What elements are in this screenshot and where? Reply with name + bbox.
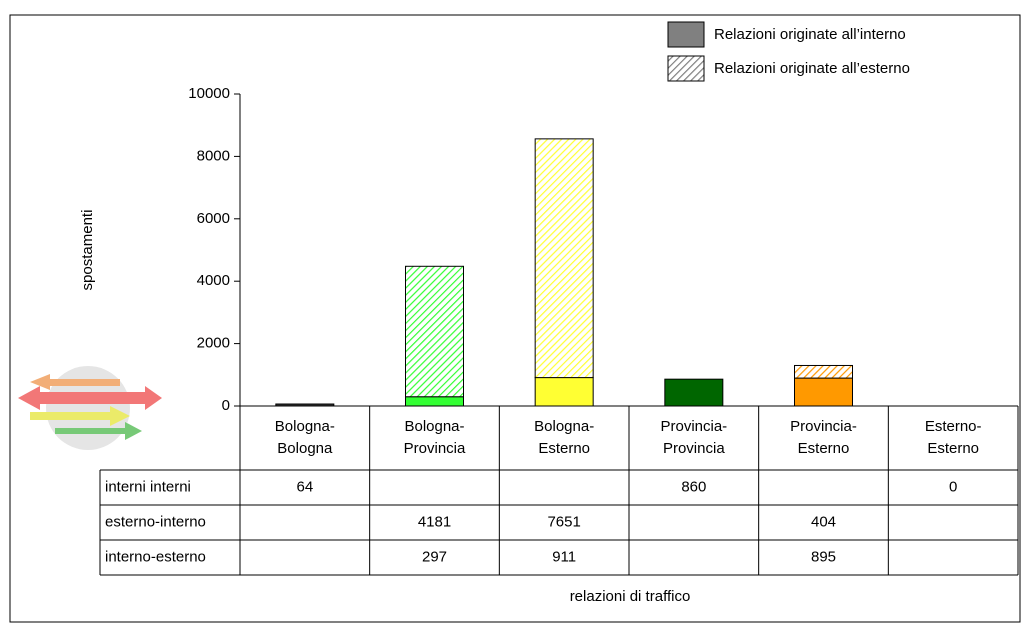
chart-frame	[9, 14, 1021, 623]
legend-label: Relazioni originate all’esterno	[714, 60, 910, 77]
x-tick-label: Esterno-	[925, 418, 982, 435]
bar-segment	[405, 396, 464, 407]
legend-label: Relazioni originate all’interno	[714, 26, 906, 43]
row-label: esterno-interno	[105, 513, 206, 530]
x-tick-label: Bologna-	[404, 418, 464, 435]
legend-swatch	[667, 55, 705, 82]
x-tick-label: Bologna-	[534, 418, 594, 435]
bar-segment	[275, 403, 335, 407]
x-tick-label: Provincia	[663, 440, 725, 457]
table-value: 404	[811, 513, 836, 530]
x-tick-label: Provincia	[404, 440, 466, 457]
table-value: 4181	[418, 513, 451, 530]
x-tick-label: Provincia-	[660, 418, 727, 435]
y-tick-label: 4000	[197, 272, 230, 289]
bar-segment	[794, 377, 853, 407]
logo-icon	[18, 366, 162, 450]
bar-segment	[405, 265, 464, 398]
y-tick-label: 6000	[197, 210, 230, 227]
y-tick-label: 8000	[197, 147, 230, 164]
x-tick-label: Bologna	[277, 440, 333, 457]
row-label: interno-esterno	[105, 548, 206, 565]
x-tick-label: Bologna-	[275, 418, 335, 435]
bar-segment	[534, 377, 594, 407]
x-tick-label: Esterno	[927, 440, 979, 457]
x-tick-label: Esterno	[538, 440, 590, 457]
table-value: 860	[681, 478, 706, 495]
table-value: 64	[296, 478, 313, 495]
bar-segment	[664, 378, 724, 407]
x-axis-title: relazioni di traffico	[570, 588, 691, 605]
x-tick-label: Esterno	[798, 440, 850, 457]
table-value: 7651	[547, 513, 580, 530]
row-label: interni interni	[105, 478, 191, 495]
table-value: 0	[949, 478, 957, 495]
table-value: 895	[811, 548, 836, 565]
x-tick-label: Provincia-	[790, 418, 857, 435]
table-value: 911	[552, 548, 576, 565]
y-tick-label: 2000	[197, 335, 230, 352]
bar-segment	[534, 138, 594, 379]
y-axis-title: spostamenti	[79, 210, 96, 291]
bar-segment	[794, 364, 853, 379]
y-tick-label: 0	[222, 397, 230, 414]
table-value: 297	[422, 548, 447, 565]
y-tick-label: 10000	[188, 85, 230, 102]
legend-swatch	[667, 21, 705, 48]
